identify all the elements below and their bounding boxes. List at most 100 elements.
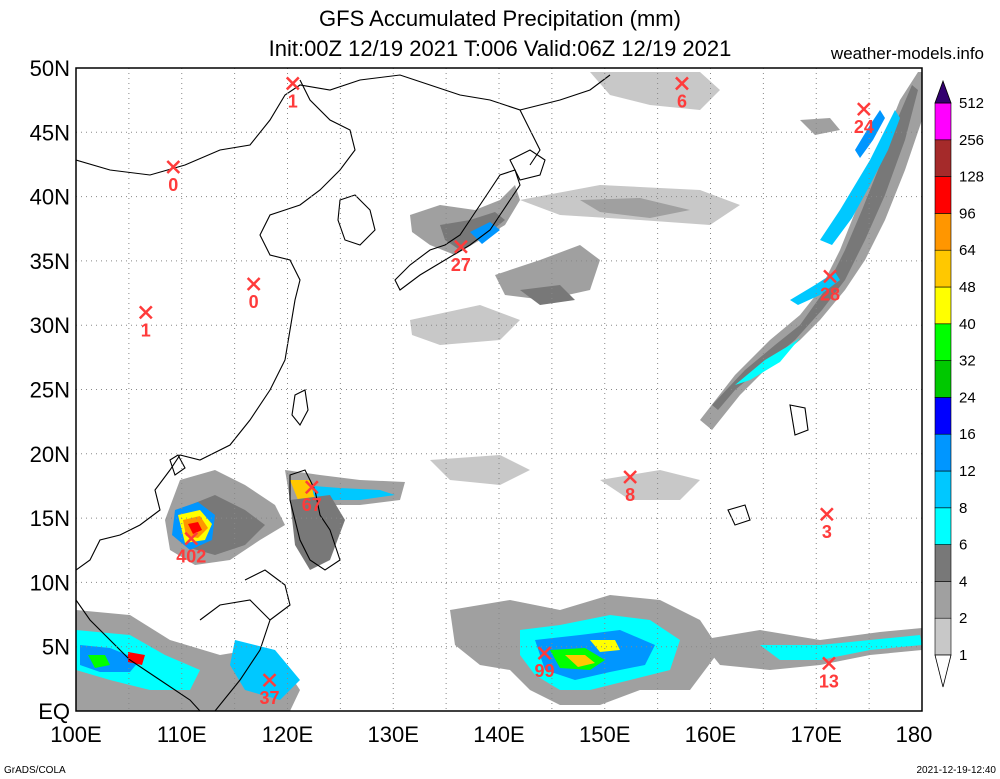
station-value: 99 — [534, 661, 554, 681]
lat-label: 45N — [30, 120, 70, 145]
station-value: 13 — [819, 671, 839, 691]
station-value: 0 — [249, 292, 259, 312]
cross-icon — [675, 76, 689, 91]
longitude-labels: 100E 110E 120E 130E 140E 150E 160E 170E 180 — [50, 722, 932, 747]
legend-label: 96 — [959, 205, 976, 222]
footer-credit: GrADS/COLA — [4, 765, 66, 776]
lon-label: 160E — [685, 722, 736, 747]
station-value: 28 — [820, 284, 840, 304]
legend-swatch — [934, 581, 952, 619]
legend-swatch — [934, 213, 952, 251]
station-markers: 1 6 24 0 27 28 0 1 8 67 3 402 99 13 37 — [138, 76, 874, 708]
station-value: 402 — [176, 547, 206, 567]
station-marker: 0 — [246, 277, 261, 312]
lat-label: 25N — [30, 378, 70, 403]
legend-label: 2 — [959, 610, 967, 627]
legend-swatch — [934, 617, 952, 656]
cross-icon — [823, 269, 837, 284]
station-value: 8 — [625, 485, 635, 505]
station-value: 0 — [168, 175, 178, 195]
station-marker: 1 — [138, 305, 153, 340]
legend-arrow-bottom — [934, 654, 952, 688]
legend-label: 24 — [959, 389, 976, 406]
graticule — [76, 68, 922, 711]
legend-label: 32 — [959, 353, 976, 370]
legend-label: 12 — [959, 463, 976, 480]
cross-icon — [454, 239, 468, 254]
lon-label: 130E — [368, 722, 419, 747]
lon-label: 180 — [896, 722, 933, 747]
latitude-labels: 50N 45N 40N 35N 30N 25N 20N 15N 10N 5N EQ — [30, 56, 70, 724]
station-marker: 24 — [854, 102, 874, 137]
station-value: 24 — [854, 117, 874, 137]
coastlines — [76, 74, 809, 711]
station-marker: 3 — [819, 507, 834, 542]
station-marker: 0 — [166, 160, 181, 195]
lat-label: 30N — [30, 313, 70, 338]
legend-label: 1 — [959, 647, 967, 664]
legend-swatch — [934, 470, 952, 509]
legend-swatch — [934, 102, 952, 141]
lat-label: 10N — [30, 570, 70, 595]
legend-arrow-top — [934, 79, 952, 104]
lon-label: 150E — [579, 722, 630, 747]
cross-icon — [856, 102, 871, 117]
station-marker: 1 — [285, 76, 300, 111]
station-marker: 8 — [623, 470, 638, 505]
station-value: 6 — [677, 91, 687, 111]
precip-shading — [76, 72, 922, 711]
cross-icon — [822, 656, 836, 671]
map-subtitle: Init:00Z 12/19 2021 T:006 Valid:06Z 12/1… — [268, 36, 732, 61]
station-marker: 28 — [820, 269, 840, 304]
legend-swatch — [934, 360, 952, 398]
station-marker: 402 — [176, 531, 206, 567]
legend-swatch — [934, 433, 952, 472]
cross-icon — [819, 507, 834, 522]
lat-label: EQ — [38, 699, 70, 724]
legend-swatch — [934, 139, 952, 177]
station-marker: 37 — [260, 673, 280, 708]
lat-label: 35N — [30, 249, 70, 274]
footer-timestamp: 2021-12-19-12:40 — [916, 765, 996, 776]
legend-label: 6 — [959, 537, 967, 554]
station-marker: 6 — [675, 76, 689, 111]
station-marker: 99 — [534, 646, 554, 681]
station-value: 1 — [288, 91, 298, 111]
legend-swatch — [934, 544, 952, 582]
station-marker: 27 — [451, 239, 471, 275]
cross-icon — [304, 480, 319, 495]
cross-icon — [537, 646, 552, 661]
station-value: 37 — [260, 688, 280, 708]
legend-swatch — [934, 286, 952, 325]
lon-label: 140E — [473, 722, 524, 747]
station-marker: 13 — [819, 656, 839, 691]
station-value: 3 — [822, 522, 832, 542]
legend-label: 8 — [959, 500, 967, 517]
legend-label: 48 — [959, 279, 976, 296]
lat-label: 40N — [30, 185, 70, 210]
legend-label: 40 — [959, 316, 976, 333]
legend-swatch — [934, 249, 952, 288]
legend-swatch — [934, 507, 952, 545]
lat-label: 50N — [30, 56, 70, 81]
station-value: 67 — [302, 495, 322, 515]
legend-swatch — [934, 176, 952, 214]
cross-icon — [262, 673, 277, 688]
cross-icon — [285, 76, 300, 91]
lon-label: 120E — [262, 722, 313, 747]
legend-swatch — [934, 397, 952, 435]
legend-label: 64 — [959, 242, 976, 259]
cross-icon — [623, 470, 638, 484]
legend-label: 16 — [959, 426, 976, 443]
legend-label: 128 — [959, 169, 984, 186]
map-frame — [75, 67, 923, 712]
lon-label: 170E — [791, 722, 842, 747]
cross-icon — [184, 531, 199, 546]
cross-icon — [246, 277, 261, 291]
station-value: 1 — [141, 320, 151, 340]
legend-swatch — [934, 323, 952, 361]
station-marker: 67 — [302, 480, 322, 515]
legend-label: 512 — [959, 95, 984, 112]
